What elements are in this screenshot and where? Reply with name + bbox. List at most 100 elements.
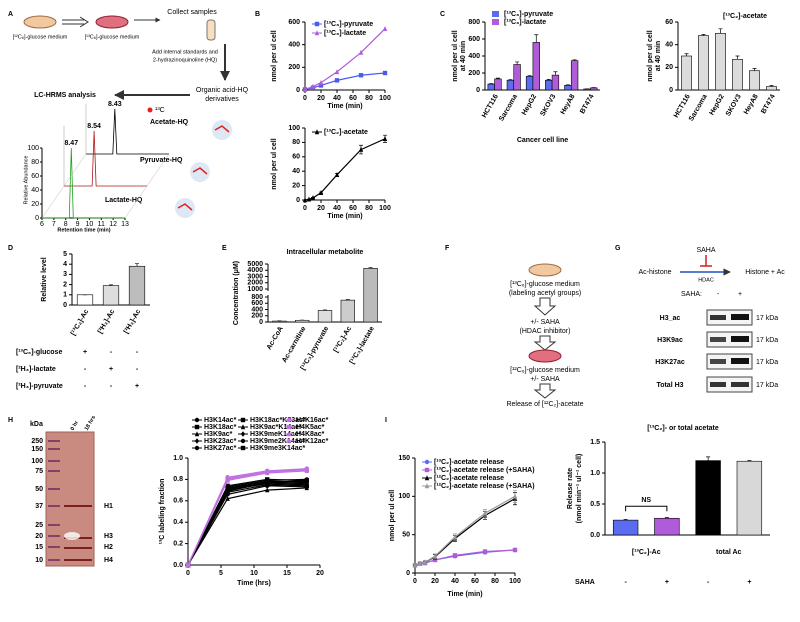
- marker: [432, 557, 438, 563]
- marker: [265, 487, 270, 493]
- legend-swatch: [492, 11, 499, 17]
- condition-mark: -: [136, 349, 139, 356]
- x-tick-label: 20: [431, 578, 439, 585]
- marker: [304, 466, 309, 472]
- x-tick-label: Ac-CoA: [266, 325, 285, 351]
- error-bar: [769, 85, 774, 87]
- y-tick-label: 1.0: [590, 470, 600, 477]
- x-tick-label: 60: [349, 205, 357, 212]
- series-line: [187, 485, 307, 566]
- step-label: Add internal standards and: [152, 49, 218, 55]
- marker: [318, 83, 324, 88]
- gel-highlight: [64, 532, 80, 540]
- marker: [512, 493, 518, 499]
- bar: [487, 83, 495, 91]
- x-tick-label: 0: [413, 578, 417, 585]
- marker: [452, 553, 458, 558]
- x-tick-label: 5: [219, 570, 223, 577]
- y-tick-label: 800: [468, 19, 480, 26]
- marker: [185, 562, 191, 568]
- legend-label: H3K18ac*K23ac*: [250, 417, 306, 424]
- y-tick-label: 60: [665, 19, 673, 26]
- y-tick-label: 80: [292, 139, 300, 146]
- chart-title: [¹³C₂]- or total acetate: [647, 425, 719, 432]
- x-tick-label: HCT116: [481, 93, 500, 119]
- marker: [302, 86, 308, 92]
- y-axis-label: nmol per ul cell: [647, 30, 654, 81]
- y-tick-label: 600: [288, 19, 300, 26]
- x-tick-label: HeyA8: [560, 93, 577, 115]
- ladder-label: 15: [35, 544, 43, 551]
- gel-unit: kDa: [30, 421, 43, 428]
- series-line: [187, 478, 307, 566]
- y-tick-label: 0: [406, 570, 410, 577]
- marker: [225, 475, 230, 482]
- marker: [225, 495, 230, 501]
- legend-marker: [240, 431, 246, 437]
- y-axis-label: at 40 min: [655, 41, 662, 71]
- y-tick-label: 0.4: [173, 519, 183, 526]
- legend-label: [¹³C₃]-pyruvate: [504, 11, 553, 18]
- marker: [412, 562, 418, 568]
- y-tick-label: 600: [251, 300, 263, 307]
- condition-label: SAHA: [575, 579, 595, 586]
- ladder-label: 75: [35, 468, 43, 475]
- ladder-label: 150: [31, 446, 43, 453]
- marker: [422, 559, 428, 565]
- bar: [698, 35, 709, 91]
- marker: [482, 549, 488, 554]
- molecule-bond: [177, 125, 230, 211]
- panel-label: F: [445, 245, 450, 252]
- marker: [512, 547, 518, 553]
- legend-label: H3K9ac*K14ac*: [250, 424, 302, 431]
- marker: [225, 487, 230, 493]
- x-tick-label: Ac-carnitine: [281, 325, 307, 364]
- error-bar: [553, 71, 558, 76]
- legend-label: [¹²C₂]-acetate release: [434, 475, 504, 482]
- blot-row-label: Total H3: [656, 382, 683, 389]
- series-line: [187, 487, 307, 566]
- error-bar: [135, 263, 139, 267]
- y-tick-label: 3000: [247, 273, 263, 280]
- peak-label: 8.43: [108, 101, 122, 108]
- bar: [532, 42, 540, 91]
- error-bar: [109, 284, 113, 286]
- error-bar: [747, 460, 752, 462]
- bar: [732, 59, 743, 91]
- y-tick-label: 400: [468, 53, 480, 60]
- legend-marker: [314, 129, 320, 135]
- compound-label: Acetate-HQ: [150, 119, 189, 126]
- x-tick-label: 10: [86, 221, 94, 228]
- legend-label: H4K8ac*: [296, 431, 325, 438]
- condition-mark: +: [747, 579, 751, 586]
- y-axis-label: nmol per ul cell: [271, 30, 278, 81]
- condition-mark: +: [665, 579, 669, 586]
- x-tick-label: Sarcoma: [498, 93, 519, 122]
- x-tick-label: 0: [186, 570, 190, 577]
- medium-label: [¹³C₆]-glucose medium: [85, 34, 140, 40]
- y-tick-label: 600: [468, 36, 480, 43]
- x-tick-label: 40: [451, 578, 459, 585]
- treatment: +: [738, 291, 742, 298]
- step-label: Release of [¹²C₂]-acetate: [506, 401, 583, 408]
- y-axis-label: Relative level: [41, 257, 48, 301]
- marker: [334, 78, 340, 83]
- panel-label: C: [440, 11, 445, 18]
- error-bar: [495, 77, 500, 79]
- error-bar: [752, 68, 757, 71]
- legend-label: H3K18ac*: [204, 424, 237, 431]
- lane-label: 0 hr: [70, 419, 81, 431]
- x-tick-label: 80: [365, 95, 373, 102]
- legend-marker: [314, 30, 320, 36]
- y-tick-label: 0: [669, 87, 673, 94]
- bar: [654, 517, 680, 536]
- y-axis-label: Release rate: [567, 468, 574, 509]
- legend-swatch: [492, 19, 499, 25]
- marker: [265, 480, 270, 485]
- legend-marker: [240, 438, 246, 444]
- marker: [358, 49, 364, 55]
- arrow: [62, 16, 89, 28]
- x-tick-label: [²H₃]-Ac: [123, 308, 142, 335]
- flask: [528, 349, 562, 363]
- marker: [358, 73, 364, 78]
